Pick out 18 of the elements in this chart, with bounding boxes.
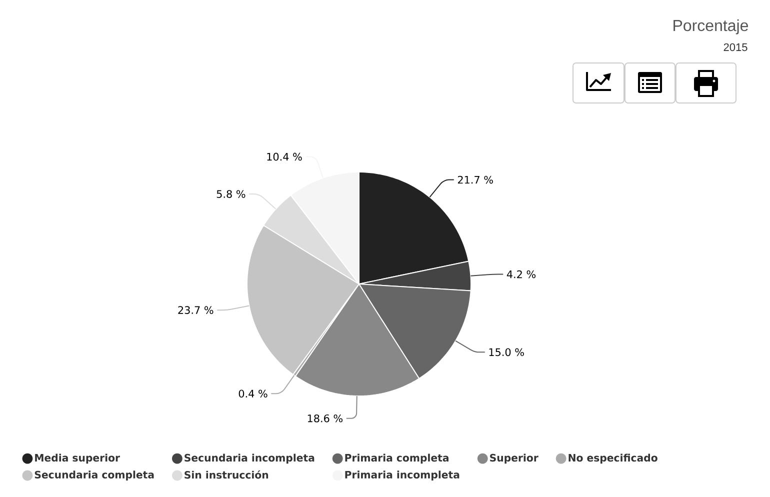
data-label: 23.7 % — [178, 306, 214, 314]
text: 2015 — [724, 43, 748, 52]
legend-label: Superior — [490, 454, 538, 464]
data-label: 5.8 % — [216, 190, 246, 198]
data-label: 0.4 % — [238, 390, 268, 398]
legend-label: Secundaria completa — [34, 470, 154, 480]
text: Porcentaje — [674, 19, 748, 34]
data-label: 15.0 % — [489, 348, 524, 356]
legend-label: Primaria incompleta — [345, 470, 460, 480]
data-label: 18.6 % — [308, 414, 343, 422]
legend-label: Primaria completa — [345, 454, 448, 464]
legend-label: Sin instrucción — [184, 470, 268, 479]
data-label: 10.4 % — [267, 152, 302, 161]
data-label: 4.2 % — [506, 270, 536, 278]
legend-label: Secundaria incompleta — [184, 454, 314, 464]
legend-label: No especificado — [568, 454, 658, 464]
legend-label: Media superior — [35, 454, 120, 464]
data-label: 21.7 % — [458, 176, 493, 184]
